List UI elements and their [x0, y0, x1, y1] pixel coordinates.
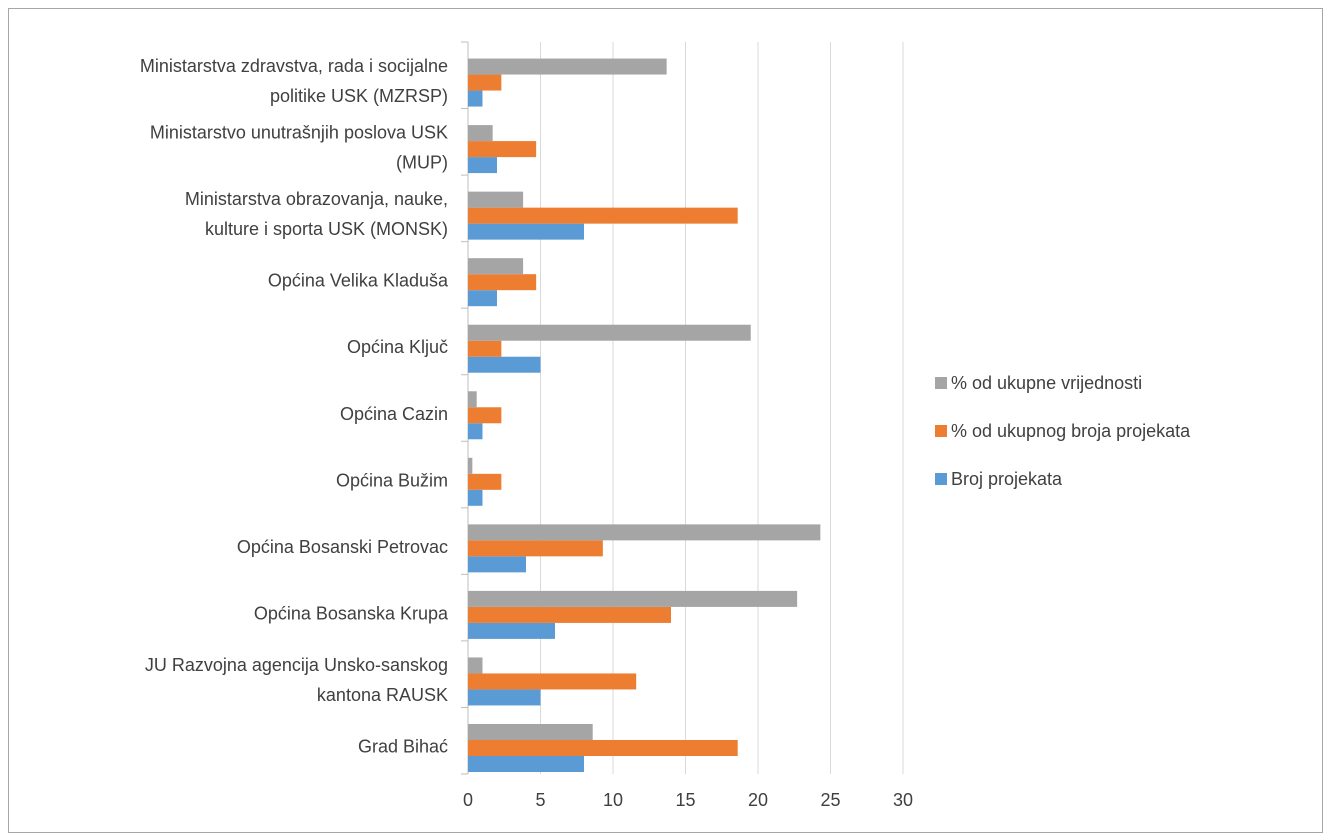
bar — [468, 74, 502, 91]
bar — [468, 191, 524, 208]
y-tick-label: Općina Ključ — [347, 337, 448, 357]
y-tick-label: kantona RAUSK — [317, 685, 448, 705]
bar — [468, 258, 524, 275]
legend-label: % od ukupne vrijednosti — [951, 373, 1142, 393]
bar — [468, 157, 497, 174]
bar — [468, 207, 738, 224]
bar — [468, 356, 541, 373]
bar — [468, 756, 584, 772]
bar — [468, 556, 526, 573]
bar — [468, 473, 502, 490]
y-tick-label: Ministarstva obrazovanja, nauke, — [185, 189, 448, 209]
y-tick-label: Ministarstva zdravstva, rada i socijalne — [140, 56, 448, 76]
bar — [468, 141, 537, 158]
bar — [468, 606, 671, 623]
bar — [468, 524, 821, 541]
legend-label: % od ukupnog broja projekata — [951, 421, 1191, 441]
x-tick-label: 10 — [603, 790, 623, 810]
y-tick-label: Općina Velika Kladuša — [268, 271, 449, 291]
bar — [468, 590, 798, 607]
y-tick-label: Općina Bosanski Petrovac — [237, 537, 448, 557]
x-tick-label: 15 — [675, 790, 695, 810]
bar — [468, 622, 555, 639]
legend-swatch — [935, 377, 947, 389]
y-tick-label: Općina Cazin — [340, 404, 448, 424]
bar — [468, 58, 667, 75]
x-tick-label: 20 — [748, 790, 768, 810]
y-tick-label: Grad Bihać — [358, 736, 448, 756]
x-tick-label: 5 — [535, 790, 545, 810]
legend-swatch — [935, 425, 947, 437]
bar — [468, 657, 483, 674]
bar — [468, 90, 483, 107]
bar — [468, 724, 593, 740]
y-tick-label: Općina Bosanska Krupa — [254, 603, 449, 623]
bar — [468, 340, 502, 357]
y-tick-label: kulture i sporta USK (MONSK) — [205, 219, 448, 239]
bar — [468, 423, 483, 440]
bar — [468, 540, 603, 557]
bar — [468, 324, 751, 341]
legend-swatch — [935, 473, 947, 485]
bar — [468, 489, 483, 506]
bar — [468, 391, 477, 408]
bar — [468, 290, 497, 307]
chart-border — [8, 8, 1323, 833]
bar — [468, 689, 541, 706]
legend-label: Broj projekata — [951, 469, 1063, 489]
y-tick-label: politike USK (MZRSP) — [270, 86, 448, 106]
x-tick-label: 0 — [463, 790, 473, 810]
x-tick-label: 25 — [820, 790, 840, 810]
y-tick-label: Ministarstvo unutrašnjih poslova USK — [150, 123, 448, 143]
bar — [468, 407, 502, 424]
bar — [468, 673, 637, 690]
y-tick-label: (MUP) — [396, 153, 448, 173]
bar — [468, 223, 584, 240]
bar — [468, 457, 473, 474]
bar — [468, 740, 738, 756]
bar — [468, 125, 493, 142]
y-tick-label: Općina Bužim — [336, 470, 448, 490]
y-tick-label: JU Razvojna agencija Unsko-sanskog — [145, 655, 448, 675]
bar — [468, 274, 537, 291]
x-tick-label: 30 — [893, 790, 913, 810]
